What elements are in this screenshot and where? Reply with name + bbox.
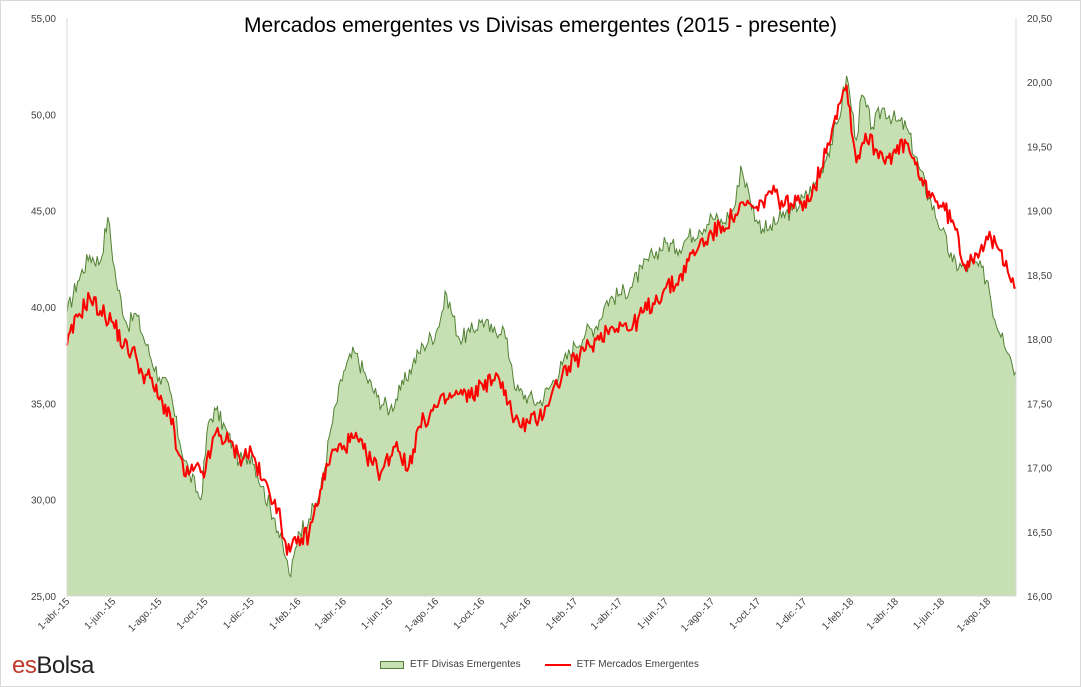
y-left-tick-label: 25,00	[31, 592, 56, 603]
x-tick-label: 1-dic.-15	[221, 596, 257, 632]
line-series-group	[66, 84, 1017, 556]
chart-title: Mercados emergentes vs Divisas emergente…	[244, 14, 837, 37]
brand-part-es: es	[12, 652, 37, 679]
x-tick-label: 1-feb.-16	[267, 596, 303, 632]
x-tick-label: 1-jun.-18	[911, 596, 947, 632]
y-right-tick-label: 18,00	[1027, 335, 1052, 346]
x-tick-label: 1-ago.-18	[955, 596, 993, 634]
x-tick-label: 1-jun.-16	[359, 596, 395, 632]
y-left-tick-label: 45,00	[31, 207, 56, 218]
y-left-tick-label: 30,00	[31, 496, 56, 507]
legend-item-mercados: ETF Mercados Emergentes	[544, 659, 699, 670]
y-right-tick-label: 16,50	[1027, 528, 1052, 539]
brand-part-bolsa: Bolsa	[36, 652, 94, 679]
y-left-tick-label: 50,00	[31, 110, 56, 121]
x-tick-label: 1-abr.-17	[589, 596, 625, 632]
x-tick-label: 1-feb.-18	[820, 596, 856, 632]
x-tick-label: 1-jun.-15	[83, 596, 119, 632]
x-tick-label: 1-ago.-16	[403, 596, 441, 634]
y-right-tick-label: 17,00	[1027, 464, 1052, 475]
axes-group	[66, 18, 1017, 597]
y-right-tick-label: 19,00	[1027, 207, 1052, 218]
x-tick-label: 1-feb.-17	[544, 596, 580, 632]
y-left-tick-label: 55,00	[31, 14, 56, 25]
x-tick-label: 1-abr.-18	[865, 596, 901, 632]
x-tick-label: 1-abr.-16	[313, 596, 349, 632]
legend-item-divisas: ETF Divisas Emergentes	[380, 659, 521, 670]
divisas-area-line	[66, 75, 1017, 579]
x-tick-label: 1-ago.-17	[679, 596, 717, 634]
y-right-tick-label: 19,50	[1027, 142, 1052, 153]
x-tick-label: 1-oct.-15	[175, 596, 211, 632]
y-right-tick-label: 17,50	[1027, 399, 1052, 410]
legend-swatch-area	[380, 660, 404, 669]
y-right-tick-label: 20,50	[1027, 14, 1052, 25]
x-tick-label: 1-oct.-17	[728, 596, 764, 632]
x-tick-label: 1-oct.-16	[452, 596, 488, 632]
y-left-tick-label: 40,00	[31, 303, 56, 314]
legend-label-mercados: ETF Mercados Emergentes	[576, 659, 699, 670]
y-right-tick-label: 18,50	[1027, 271, 1052, 282]
x-tick-label: 1-dic.-16	[498, 596, 534, 632]
x-tick-label: 1-jun.-17	[635, 596, 671, 632]
chart-legend: ETF Divisas Emergentes ETF Mercados Emer…	[380, 659, 723, 670]
x-tick-label: 1-dic.-17	[774, 596, 810, 632]
x-tick-label: 1-ago.-15	[126, 596, 164, 634]
brand-logo: esBolsa	[12, 652, 94, 680]
area-series-group	[66, 75, 1017, 597]
y-right-tick-label: 20,00	[1027, 78, 1052, 89]
y-left-tick-label: 35,00	[31, 399, 56, 410]
mercados-line	[66, 84, 1017, 556]
legend-label-divisas: ETF Divisas Emergentes	[410, 659, 521, 670]
divisas-area-fill	[67, 75, 1016, 597]
legend-swatch-line	[544, 663, 571, 666]
y-right-tick-label: 16,00	[1027, 592, 1052, 603]
